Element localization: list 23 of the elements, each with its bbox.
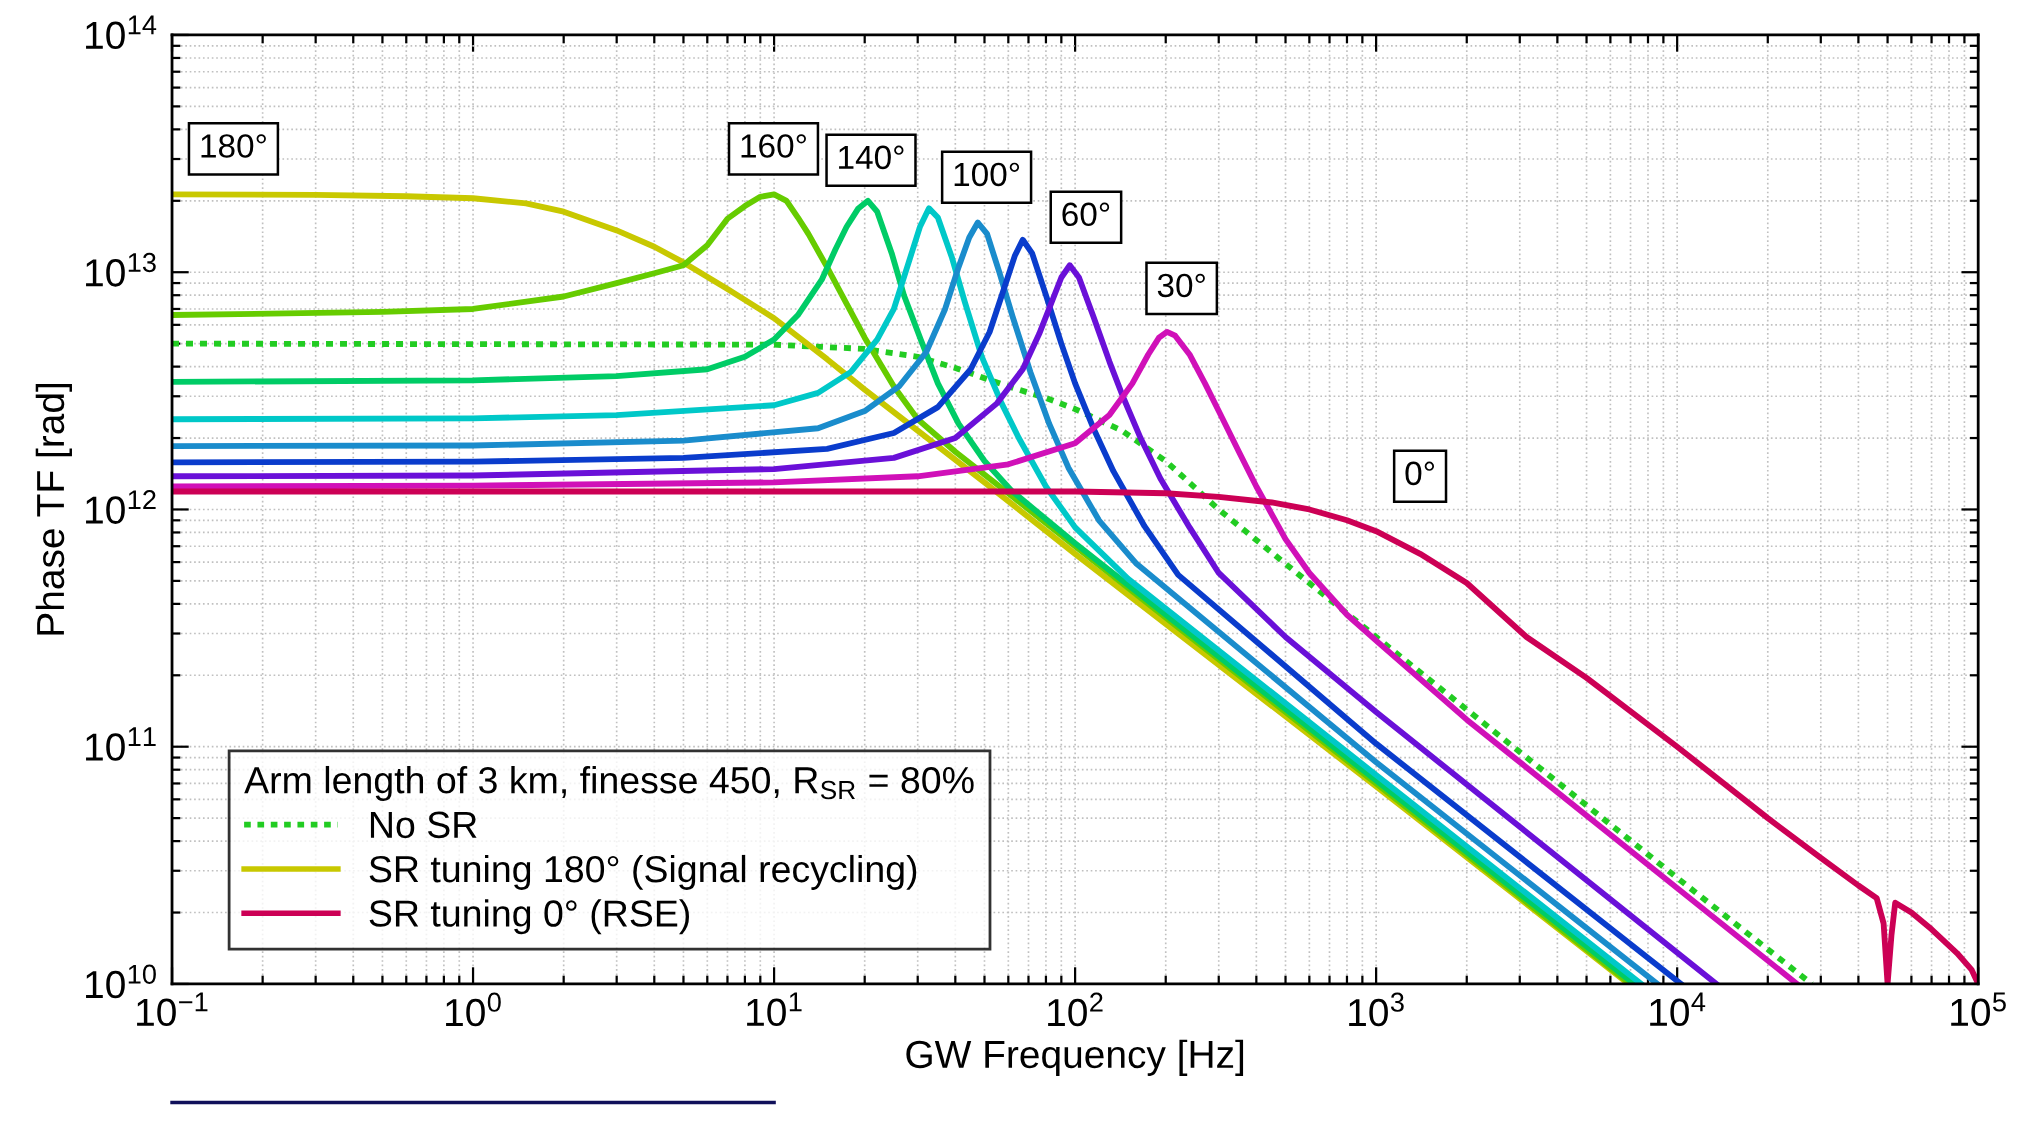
annotation: 60° [1062,202,1110,227]
annotation: 140° [839,145,904,170]
x-tick-label: 10$^{4}$ [1650,992,1706,1027]
y-tick-label: 10$^{13}$ [86,252,156,287]
x-axis-title: GW Frequency [Hz] [906,1039,1244,1076]
y-tick-label: 10$^{11}$ [86,727,156,761]
legend-title: Arm length of 3 km, finesse 450, R$_{SR}$ = 80% [244,765,974,801]
legend-label: SR tuning 0° (RSE) [369,899,689,935]
annotation: 100° [954,162,1020,187]
legend-label: SR tuning 180° (Signal recycling) [369,854,917,890]
annotation: 160° [741,134,806,158]
annotation: 30° [1157,273,1205,298]
x-tick-label: 10$^{3}$ [1349,992,1404,1027]
x-tick-label: 10$^{2}$ [1048,992,1103,1027]
y-axis-title: Phase TF [rad] [35,383,72,635]
annotation: 0° [1405,461,1435,486]
x-tick-label: 10$^{1}$ [747,992,802,1027]
y-tick-label: 10$^{14}$ [86,15,157,50]
y-tick-label: 10$^{12}$ [86,490,156,524]
x-tick-label: 10$^{0}$ [446,992,501,1027]
legend-label: No SR [370,811,477,839]
annotation: 180° [201,134,266,158]
x-tick-label: 10$^{5}$ [1951,992,2006,1027]
